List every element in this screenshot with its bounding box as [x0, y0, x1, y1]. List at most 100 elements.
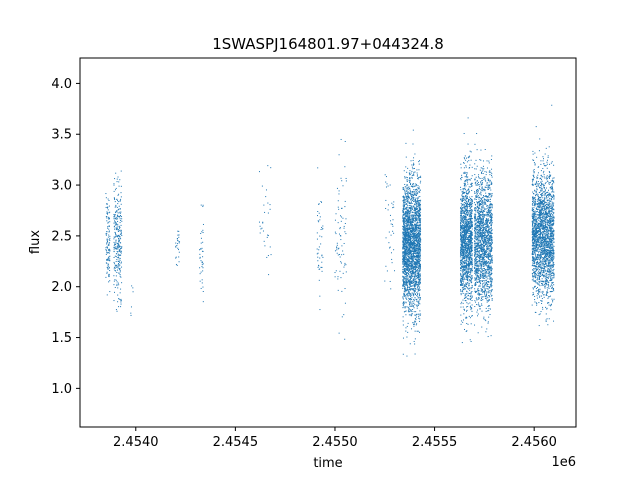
data-point — [418, 205, 420, 207]
data-point — [419, 209, 421, 211]
data-point — [179, 241, 181, 243]
data-point — [419, 265, 421, 267]
data-point — [470, 299, 472, 301]
data-point — [464, 243, 466, 245]
data-point — [113, 250, 115, 252]
data-point — [384, 280, 386, 282]
data-point — [477, 190, 479, 192]
data-point — [412, 129, 414, 131]
data-point — [417, 224, 419, 226]
data-point — [469, 202, 471, 204]
data-point — [415, 283, 417, 285]
data-point — [411, 225, 413, 227]
data-point — [316, 253, 318, 255]
data-point — [420, 240, 422, 242]
data-point — [418, 289, 420, 291]
data-point — [116, 198, 118, 200]
data-point — [410, 302, 412, 304]
data-point — [108, 276, 110, 278]
data-point — [460, 254, 462, 256]
data-point — [418, 233, 420, 235]
data-point — [412, 271, 414, 273]
data-point — [477, 202, 479, 204]
data-point — [412, 293, 414, 295]
data-point — [414, 264, 416, 266]
data-point — [407, 306, 409, 308]
data-point — [115, 236, 117, 238]
data-point — [413, 239, 415, 241]
data-point — [130, 306, 132, 308]
data-point — [262, 222, 264, 224]
data-point — [414, 230, 416, 232]
data-point — [336, 244, 338, 246]
data-point — [410, 243, 412, 245]
data-point — [402, 216, 404, 218]
data-point — [413, 256, 415, 258]
data-point — [410, 229, 412, 231]
data-point — [340, 215, 342, 217]
data-point — [413, 250, 415, 252]
data-point — [409, 184, 411, 185]
data-point — [404, 238, 406, 240]
data-point — [119, 247, 121, 249]
data-point — [491, 278, 493, 280]
data-point — [411, 203, 413, 204]
data-point — [403, 211, 405, 213]
data-point — [118, 258, 120, 260]
data-point — [412, 265, 414, 267]
data-point — [175, 256, 177, 258]
data-point — [344, 200, 346, 202]
data-point — [464, 203, 466, 205]
data-point — [260, 228, 262, 230]
data-point — [464, 253, 466, 255]
data-point — [462, 267, 464, 269]
data-point — [409, 244, 411, 246]
data-point — [469, 339, 471, 341]
data-point — [409, 284, 411, 286]
data-point — [460, 320, 462, 322]
data-point — [468, 243, 470, 245]
data-point — [408, 236, 410, 238]
data-point — [468, 156, 470, 158]
data-point — [106, 211, 108, 213]
data-point — [408, 214, 410, 216]
data-point — [404, 291, 406, 293]
data-point — [113, 241, 115, 243]
data-point — [468, 282, 470, 284]
data-point — [488, 254, 490, 256]
data-point — [417, 257, 419, 259]
data-point — [460, 211, 462, 213]
data-point — [468, 269, 470, 271]
data-point — [413, 167, 415, 169]
data-point — [415, 245, 417, 247]
data-point — [413, 289, 415, 291]
data-point — [416, 261, 418, 263]
data-point — [108, 244, 110, 246]
data-point — [407, 263, 409, 265]
data-point — [468, 287, 470, 289]
data-point — [118, 241, 120, 243]
data-point — [415, 251, 417, 253]
data-point — [113, 263, 115, 265]
data-point — [107, 258, 109, 260]
data-point — [411, 222, 413, 224]
data-point — [108, 251, 110, 253]
data-point — [262, 230, 264, 232]
data-point — [419, 210, 421, 212]
data-point — [406, 195, 408, 197]
data-point — [479, 308, 481, 310]
data-point — [405, 198, 407, 200]
data-point — [464, 237, 466, 239]
data-point — [466, 277, 468, 279]
data-point — [467, 276, 469, 278]
data-point — [468, 315, 470, 317]
data-point — [471, 275, 473, 277]
data-point — [410, 198, 412, 200]
data-point — [202, 229, 204, 231]
data-point — [463, 211, 465, 213]
data-point — [460, 278, 462, 280]
data-point — [416, 248, 418, 250]
data-point — [462, 188, 464, 190]
data-point — [113, 218, 115, 220]
data-point — [460, 215, 462, 217]
